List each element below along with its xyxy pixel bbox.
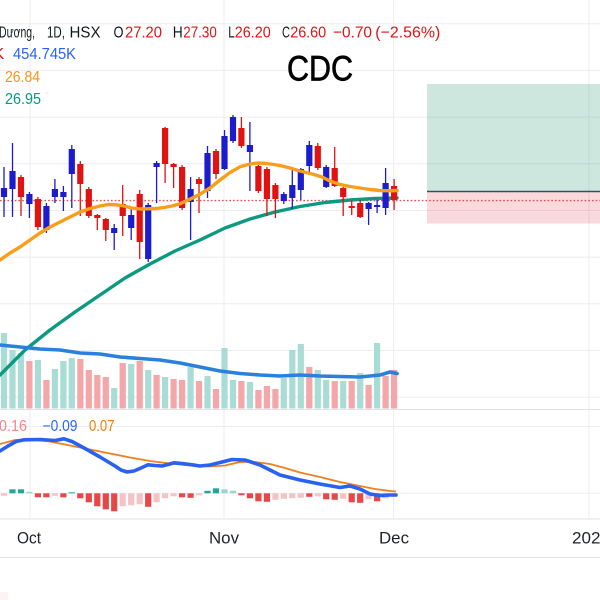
svg-text:26.95: 26.95 <box>5 91 41 108</box>
svg-text:0.16: 0.16 <box>0 418 27 435</box>
svg-text:L: L <box>228 24 235 41</box>
svg-text:Dương,: Dương, <box>0 24 35 41</box>
svg-text:H: H <box>173 24 183 41</box>
svg-text:Oct: Oct <box>17 529 41 548</box>
svg-text:27.20: 27.20 <box>125 24 162 41</box>
svg-text:26.84: 26.84 <box>5 69 40 86</box>
svg-text:1D,: 1D, <box>47 24 65 41</box>
svg-text:2026: 2026 <box>572 529 600 548</box>
svg-text:CDC: CDC <box>287 50 353 89</box>
svg-text:Nov: Nov <box>209 529 239 548</box>
svg-text:HSX: HSX <box>70 24 101 41</box>
svg-text:27.30: 27.30 <box>183 24 217 41</box>
svg-text:O: O <box>114 24 124 41</box>
svg-text:26.60: 26.60 <box>290 24 326 41</box>
svg-text:26.20: 26.20 <box>235 24 271 41</box>
svg-text:C: C <box>282 24 290 41</box>
svg-text:−0.70: −0.70 <box>333 24 372 41</box>
svg-text:−0.09: −0.09 <box>43 418 78 435</box>
svg-text:454.745K: 454.745K <box>13 46 76 63</box>
svg-text:Dec: Dec <box>379 529 409 548</box>
svg-text:K: K <box>0 46 5 63</box>
svg-text:0.07: 0.07 <box>89 418 115 435</box>
svg-text:(−2.56%): (−2.56%) <box>375 24 440 41</box>
